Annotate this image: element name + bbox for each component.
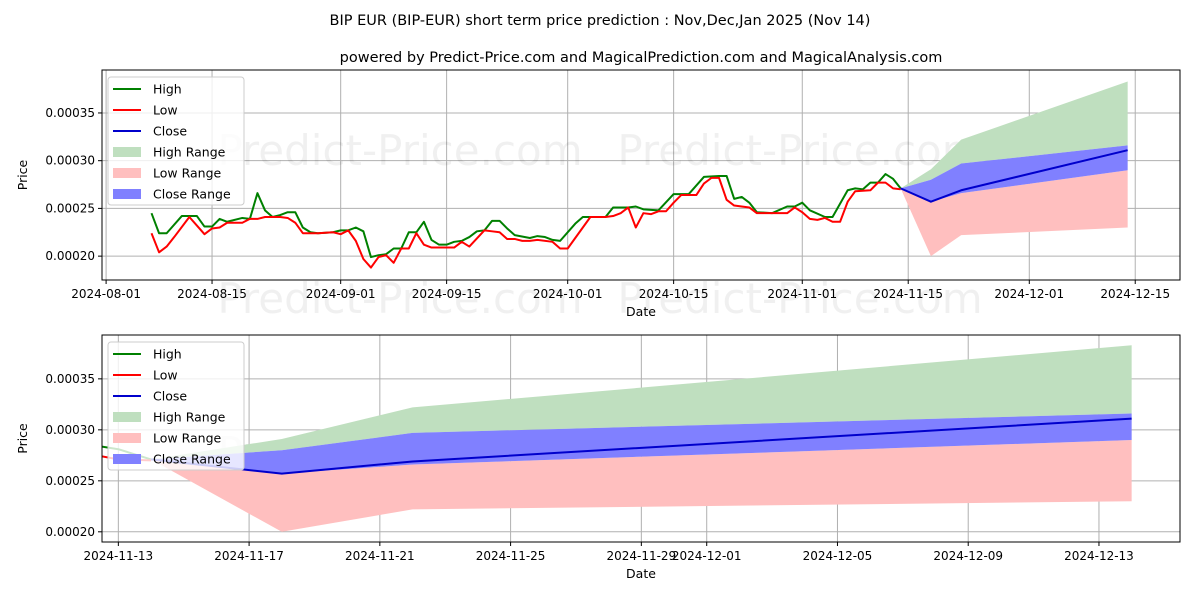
chart-subtitle: powered by Predict-Price.com and Magical… <box>340 50 943 66</box>
legend-label: Low <box>153 368 178 383</box>
legend-box <box>107 341 245 471</box>
legend-label: Close <box>153 389 187 404</box>
legend-swatch-patch <box>113 189 141 199</box>
legend-label: Close Range <box>153 187 231 202</box>
low-line <box>150 176 901 269</box>
low-range-band <box>900 170 1128 257</box>
high-range-band <box>151 345 1132 460</box>
x-axis-label: Date <box>626 566 656 581</box>
legend-label: Low Range <box>153 166 222 181</box>
legend-swatch-patch <box>113 433 141 443</box>
chart-title: BIP EUR (BIP-EUR) short term price predi… <box>330 13 871 29</box>
legend-label: Close <box>153 124 187 139</box>
legend-swatch-patch <box>113 412 141 422</box>
y-axis-label: Price <box>15 423 30 454</box>
y-tick-label: 0.00025 <box>45 201 95 215</box>
plot-frame <box>101 69 1181 281</box>
x-tick-label: 2024-11-21 <box>345 549 415 563</box>
y-tick-label: 0.00020 <box>45 525 95 539</box>
x-tick-label: 2024-12-13 <box>1064 549 1134 563</box>
legend-swatch-patch <box>113 147 141 157</box>
y-tick-label: 0.00035 <box>45 372 95 386</box>
legend-box <box>107 76 245 206</box>
x-tick-label: 2024-11-01 <box>767 287 837 301</box>
close-range-band <box>900 145 1128 202</box>
plot-frame <box>101 334 1181 543</box>
legend-label: Close Range <box>153 452 231 467</box>
x-tick-label: 2024-10-15 <box>639 287 709 301</box>
legend-label: High <box>153 82 182 97</box>
high-range-band <box>900 81 1128 189</box>
high-line <box>150 173 902 259</box>
y-axis-label: Price <box>15 159 30 190</box>
x-axis-label: Date <box>626 304 656 319</box>
x-tick-label: 2024-09-15 <box>412 287 482 301</box>
watermark: Predict-Price.com <box>217 274 582 323</box>
x-tick-label: 2024-08-15 <box>177 287 247 301</box>
close-range-band <box>151 413 1132 474</box>
history-and-forecast-chart: 2024-08-01 2024-08-15 2024-09-01 2024-09-15… <box>15 69 1181 323</box>
x-tick-label: 2024-12-01 <box>672 549 742 563</box>
y-tick-label: 0.00035 <box>45 106 95 120</box>
watermark: Predict-Price.com <box>617 126 982 175</box>
x-tick-label: 2024-11-17 <box>214 549 284 563</box>
watermark: Predict-Price.com <box>617 274 982 323</box>
legend-label: High Range <box>153 410 226 425</box>
y-tick-label: 0.00030 <box>45 154 95 168</box>
x-tick-label: 2024-12-05 <box>803 549 873 563</box>
legend-label: Low Range <box>153 431 222 446</box>
x-tick-label: 2024-10-01 <box>533 287 603 301</box>
x-tick-label: 2024-12-09 <box>933 549 1003 563</box>
plot-area <box>150 81 1128 269</box>
x-tick-label: 2024-12-01 <box>994 287 1064 301</box>
y-tick-label: 0.00025 <box>45 474 95 488</box>
legend-swatch-patch <box>113 454 141 464</box>
legend-label: Low <box>153 103 178 118</box>
x-tick-label: 2024-11-29 <box>606 549 676 563</box>
y-tick-label: 0.00020 <box>45 249 95 263</box>
x-tick-label: 2024-11-25 <box>476 549 546 563</box>
close-line <box>900 149 1128 203</box>
x-tick-label: 2024-12-15 <box>1100 287 1170 301</box>
x-tick-label: 2024-09-01 <box>306 287 376 301</box>
legend-label: High Range <box>153 145 226 160</box>
legend: High Low Close High Range Low Range Close Ran… <box>107 341 245 471</box>
y-tick-label: 0.00030 <box>45 423 95 437</box>
forecast-detail-chart: 2024-11-13 2024-11-17 2024-11-21 2024-11-25… <box>15 334 1181 581</box>
x-tick-label: 2024-11-13 <box>83 549 153 563</box>
x-tick-label: 2024-08-01 <box>71 287 141 301</box>
low-range-band <box>151 440 1132 532</box>
x-tick-label: 2024-11-15 <box>873 287 943 301</box>
legend-label: High <box>153 347 182 362</box>
watermark: Predict-Price.com <box>217 126 582 175</box>
legend-swatch-patch <box>113 168 141 178</box>
legend: High Low Close High Range Low Range Close Ran… <box>107 76 245 206</box>
plot-area <box>102 345 1132 532</box>
